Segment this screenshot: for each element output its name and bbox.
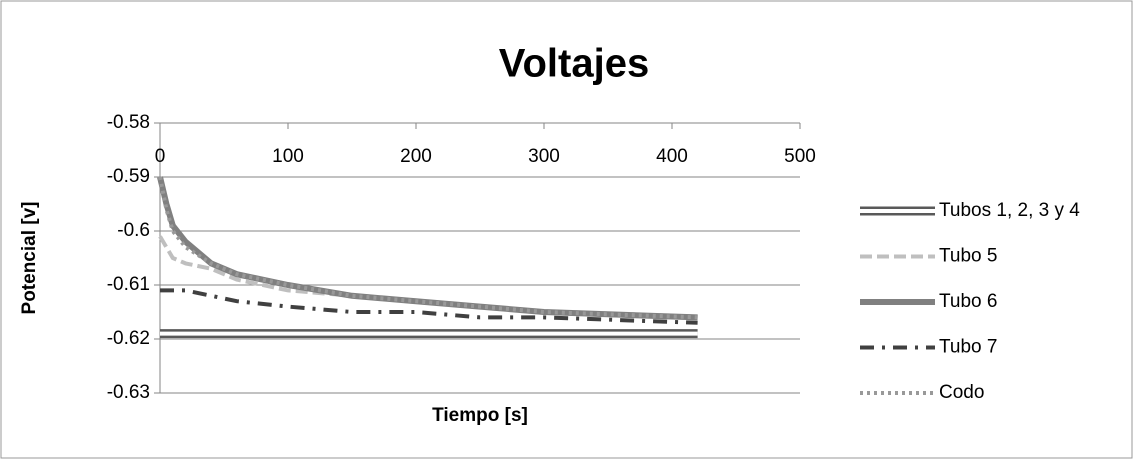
y-tick-label: -0.62	[107, 328, 150, 349]
x-tick-label: 500	[784, 146, 816, 167]
series-line	[158, 176, 698, 320]
x-tick-label: 300	[528, 146, 560, 167]
y-tick-label: -0.61	[107, 274, 150, 295]
x-tick-label: 100	[272, 146, 304, 167]
y-tick-label: -0.6	[117, 220, 150, 241]
y-tick-label: -0.59	[107, 166, 150, 187]
x-tick-label: 200	[400, 146, 432, 167]
legend-label: Tubos 1, 2, 3 y 4	[939, 200, 1080, 221]
y-tick-label: -0.58	[107, 112, 150, 133]
series-line	[157, 176, 698, 321]
x-axis-label: Tiempo [s]	[432, 405, 528, 426]
x-tick-label: 400	[656, 146, 688, 167]
legend-label: Tubo 7	[939, 337, 997, 358]
series-line	[160, 288, 698, 325]
y-axis-label: Potencial [v]	[19, 202, 40, 315]
y-tick-label: -0.63	[107, 382, 150, 403]
legend-label: Tubo 5	[939, 246, 997, 267]
legend-label: Tubo 6	[939, 291, 997, 312]
legend-label: Codo	[939, 382, 984, 403]
chart-title: Voltajes	[499, 42, 649, 86]
x-tick-label: 0	[155, 146, 166, 167]
